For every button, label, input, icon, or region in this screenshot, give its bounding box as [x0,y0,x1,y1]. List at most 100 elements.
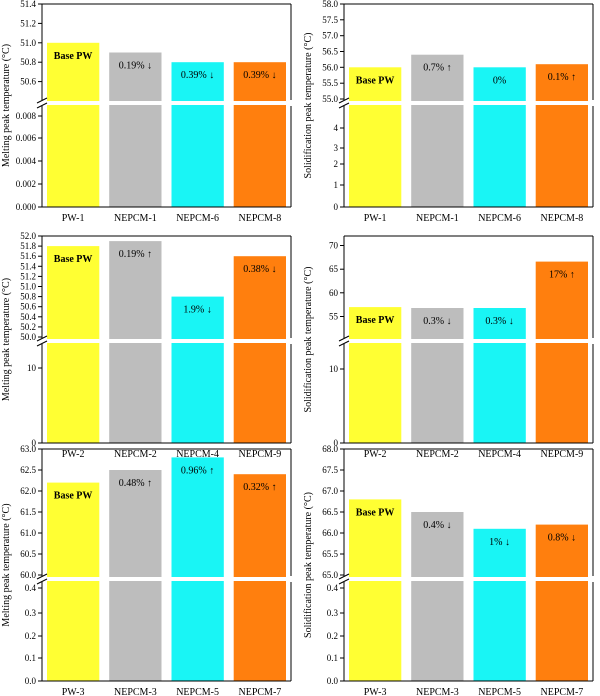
bar-nepcm-7 [535,524,588,681]
bar-annotation: 0.39% ↓ [181,70,214,81]
chart-panel-5: Base PW PW-3 0.48% ↑ NEPCM-3 0.96% ↑ NEPCM-5 0… [1,444,293,696]
bar-nepcm-8 [535,64,588,207]
y-tick-label: 0 [32,438,37,448]
x-tick-label: PW-3 [62,687,85,696]
y-axis-label: Solidification peak temperature (°C) [303,492,314,638]
y-tick-label: 50.0 [20,332,36,342]
y-tick-label: 60.5 [20,549,36,559]
x-tick-label: NEPCM-8 [239,213,282,224]
bar-annotation: 0.8% ↓ [548,533,576,544]
bar-pw-3 [47,482,100,681]
y-tick-label: 50.4 [20,312,36,322]
x-tick-label: NEPCM-7 [541,687,584,696]
bar-annotation: 0.32% ↑ [243,482,276,493]
y-tick-label: 68.0 [322,444,338,454]
axis-break-mark [36,573,48,585]
bar-annotation: 0.3% ↓ [485,316,513,327]
x-tick-label: NEPCM-2 [416,449,459,460]
y-tick-label: 70 [329,241,339,251]
axis-break-mark [338,335,350,347]
bar-annotation: 0.1% ↑ [548,72,576,83]
bar-annotation: Base PW [54,51,93,62]
chart-panel-4: Base PW PW-2 0.3% ↓ NEPCM-2 0.3% ↓ NEPCM-4 17%… [303,235,595,460]
bar-annotation: 0.96% ↑ [181,465,214,476]
y-tick-label: 60 [329,288,339,298]
bar-annotation: Base PW [54,491,93,502]
y-tick-label: 50.6 [20,302,36,312]
y-axis-label: Melting peak temperature (°C) [1,503,12,626]
y-tick-label: 51.0 [20,38,36,48]
x-tick-label: NEPCM-3 [114,687,157,696]
y-tick-label: 0.000 [16,202,37,212]
y-tick-label: 50.8 [20,292,36,302]
y-tick-label: 51.0 [20,282,36,292]
y-tick-label: 0 [334,202,339,212]
y-tick-label: 0.3 [327,608,339,618]
axis-break-gap [342,101,595,105]
bar-nepcm-3 [109,470,162,681]
bar-nepcm-2 [411,308,464,443]
x-tick-label: NEPCM-1 [114,213,157,224]
y-tick-label: 65.0 [322,570,338,580]
x-tick-label: PW-3 [364,687,387,696]
y-tick-label: 0.4 [25,583,37,593]
y-tick-label: 0 [334,438,339,448]
axis-break-gap [342,339,595,343]
bar-nepcm-8 [233,62,286,208]
x-tick-label: NEPCM-9 [239,449,282,460]
y-tick-label: 61.0 [20,528,36,538]
y-tick-label: 56.0 [322,62,338,72]
bar-annotation: Base PW [356,75,395,86]
x-tick-label: PW-2 [364,449,387,460]
axis-break-gap [40,101,293,105]
y-tick-label: 66.5 [322,507,338,517]
y-tick-label: 0.4 [327,583,339,593]
y-tick-label: 65.5 [322,549,338,559]
y-tick-label: 55.5 [322,78,338,88]
bar-nepcm-6 [473,67,526,207]
bar-annotation: 0.3% ↓ [423,316,451,327]
bar-nepcm-1 [411,54,464,208]
chart-panel-6: Base PW PW-3 0.4% ↓ NEPCM-3 1% ↓ NEPCM-5 0.8% … [303,444,595,696]
y-tick-label: 62.0 [20,486,36,496]
y-tick-label: 57.5 [322,15,338,25]
bar-nepcm-4 [473,308,526,443]
y-tick-label: 61.5 [20,507,36,517]
bar-pw-1 [47,42,100,207]
bar-annotation: 0.4% ↓ [423,520,451,531]
bar-annotation: 0% [493,75,506,86]
bar-pw-2 [349,307,402,443]
x-tick-label: PW-2 [62,449,85,460]
y-tick-label: 0.1 [327,653,338,663]
y-tick-label: 0.1 [25,653,36,663]
bar-annotation: 1.9% ↓ [183,305,211,316]
y-tick-label: 3 [334,143,339,153]
axis-break-gap [40,339,293,343]
bar-annotation: 0.38% ↓ [243,264,276,275]
bar-nepcm-1 [109,52,162,207]
y-tick-label: 51.8 [20,241,36,251]
x-tick-label: NEPCM-2 [114,449,157,460]
y-axis-label: Solidification peak temperature (°C) [303,267,314,413]
y-tick-label: 4 [334,123,339,133]
y-tick-label: 0.2 [327,631,338,641]
bar-pw-3 [349,499,402,681]
x-tick-label: NEPCM-6 [478,213,521,224]
y-tick-label: 0.004 [16,156,37,166]
y-tick-label: 10 [329,364,339,374]
y-tick-label: 63.0 [20,444,36,454]
x-tick-label: PW-1 [62,213,85,224]
bar-annotation: 0.39% ↓ [243,70,276,81]
y-tick-label: 0.0 [327,676,339,686]
chart-panel-3: Base PW PW-2 0.19% ↑ NEPCM-2 1.9% ↓ NEPCM-4 0.… [1,231,293,460]
y-tick-label: 62.5 [20,465,36,475]
bar-annotation: Base PW [356,315,395,326]
y-tick-label: 51.4 [20,261,36,271]
y-axis-label: Solidification peak temperature (°C) [303,33,314,179]
x-tick-label: NEPCM-4 [478,449,521,460]
y-tick-label: 0.2 [25,631,36,641]
y-tick-label: 58.0 [322,0,338,9]
bar-annotation: Base PW [54,254,93,265]
y-tick-label: 50.6 [20,77,36,87]
